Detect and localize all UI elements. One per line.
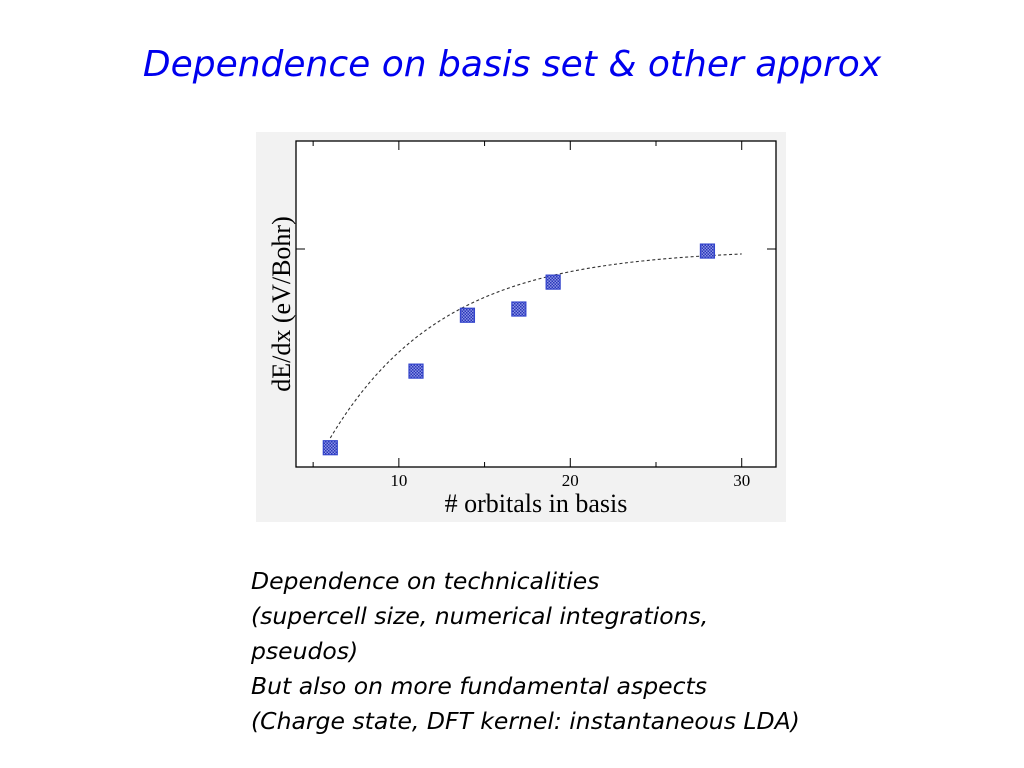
chart-figure: 10 20 30 # orbitals in basis dE/dx (eV/Boh… <box>256 132 786 522</box>
slide-title: Dependence on basis set & other approx <box>142 44 882 85</box>
x-tick-label: 10 <box>390 471 407 490</box>
data-point <box>545 274 561 290</box>
caption-line: pseudos) <box>251 637 359 665</box>
fit-curve <box>329 253 742 439</box>
data-point <box>408 363 424 379</box>
chart-svg: 10 20 30 # orbitals in basis dE/dx (eV/Boh… <box>267 140 777 518</box>
data-point <box>459 307 476 323</box>
y-axis-label: dE/dx (eV/Bohr) <box>267 216 296 391</box>
caption-text: Dependence on technicalities (supercell … <box>251 564 951 739</box>
data-point <box>511 301 527 317</box>
caption-line: But also on more fundamental aspects <box>251 672 707 700</box>
caption-line: (Charge state, DFT kernel: instantaneous… <box>251 707 800 735</box>
x-tick-label: 30 <box>733 471 750 490</box>
x-axis-label: # orbitals in basis <box>445 489 628 518</box>
caption-line: Dependence on technicalities <box>251 567 600 595</box>
x-tick-label: 20 <box>562 471 579 490</box>
plot-area <box>295 140 777 468</box>
caption-line: (supercell size, numerical integrations, <box>251 602 709 630</box>
data-point <box>322 440 338 456</box>
data-point <box>699 243 716 259</box>
